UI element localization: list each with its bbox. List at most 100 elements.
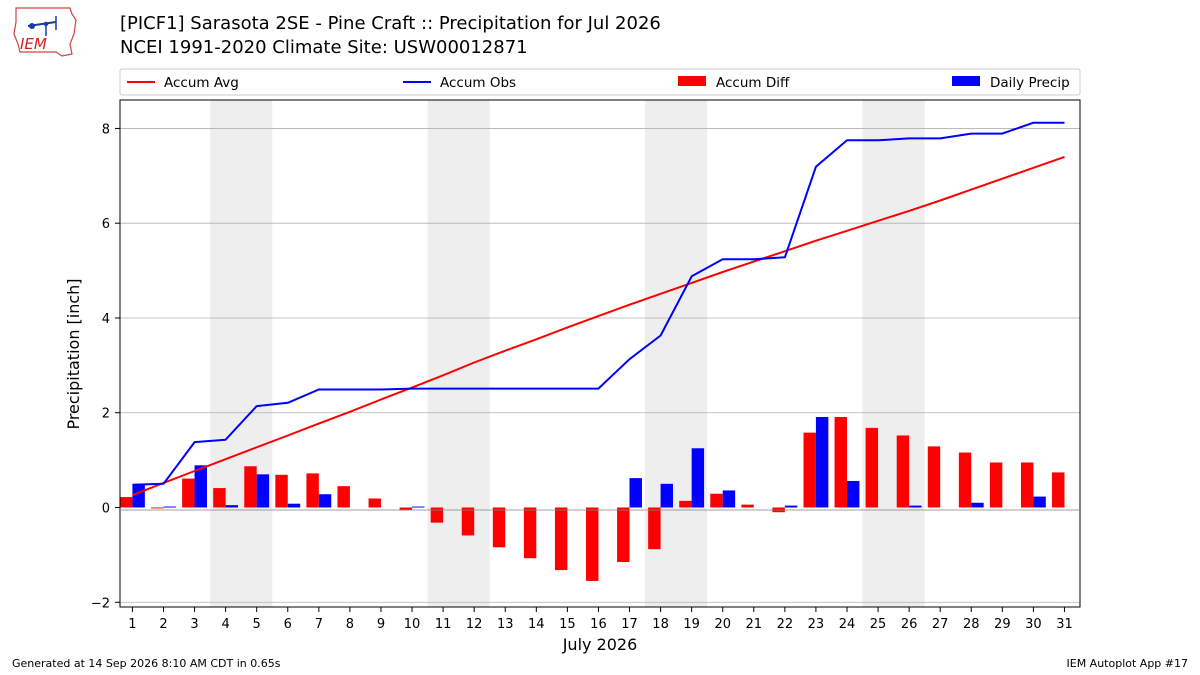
bar-accum-diff bbox=[492, 507, 506, 548]
x-tick-label: 8 bbox=[346, 617, 354, 632]
legend: Accum Avg Accum Obs Accum Diff Daily Pre… bbox=[119, 68, 1081, 96]
legend-label-accum-obs: Accum Obs bbox=[440, 75, 516, 91]
bar-accum-diff bbox=[461, 507, 475, 536]
y-axis-label: Precipitation [inch] bbox=[64, 278, 83, 429]
y-tick-label: 2 bbox=[102, 407, 110, 422]
y-tick-label: 0 bbox=[102, 501, 110, 516]
y-tick-label: 4 bbox=[102, 312, 110, 327]
x-tick-label: 23 bbox=[808, 617, 825, 632]
bar-daily-precip bbox=[815, 416, 829, 508]
bar-daily-precip bbox=[691, 448, 705, 508]
weekend-shade-4 bbox=[862, 100, 925, 607]
x-tick-label: 17 bbox=[621, 617, 638, 632]
bar-daily-precip bbox=[163, 506, 176, 508]
x-tick-label: 22 bbox=[777, 617, 794, 632]
line-accum-obs bbox=[132, 121, 1065, 486]
bar-accum-diff bbox=[306, 473, 319, 508]
legend-label-daily-precip: Daily Precip bbox=[990, 75, 1070, 91]
bar-accum-diff bbox=[927, 446, 941, 508]
x-axis-label: July 2026 bbox=[562, 635, 638, 654]
x-tick-label: 12 bbox=[466, 617, 483, 632]
bar-daily-precip bbox=[1033, 496, 1046, 508]
bar-daily-precip bbox=[660, 483, 674, 508]
x-tick-label: 24 bbox=[839, 617, 856, 632]
bar-daily-precip bbox=[846, 480, 860, 508]
bar-accum-diff bbox=[337, 486, 350, 508]
x-tick-label: 9 bbox=[377, 617, 385, 632]
bar-accum-diff bbox=[741, 504, 754, 508]
plot-frame bbox=[119, 99, 1081, 608]
bar-accum-diff bbox=[710, 493, 723, 508]
bar-daily-precip bbox=[225, 505, 239, 508]
bar-accum-diff bbox=[958, 452, 972, 508]
bar-accum-diff bbox=[151, 507, 164, 509]
x-tick-label: 2 bbox=[159, 617, 167, 632]
bar-accum-diff bbox=[679, 500, 692, 508]
x-tick-label: 21 bbox=[746, 617, 763, 632]
x-tick-label: 7 bbox=[315, 617, 323, 632]
bar-accum-diff bbox=[896, 435, 910, 508]
line-accum-avg bbox=[132, 155, 1065, 497]
x-tick-label: 29 bbox=[994, 617, 1011, 632]
bar-accum-diff bbox=[554, 507, 568, 571]
bar-accum-diff bbox=[1052, 472, 1065, 508]
x-tick-label: 5 bbox=[253, 617, 261, 632]
x-tick-label: 10 bbox=[404, 617, 421, 632]
bar-accum-diff bbox=[120, 497, 133, 508]
bar-daily-precip bbox=[256, 474, 270, 508]
legend-label-accum-avg: Accum Avg bbox=[164, 75, 239, 91]
y-tick-label: −2 bbox=[91, 596, 110, 611]
bar-daily-precip bbox=[784, 505, 798, 508]
bar-accum-diff bbox=[368, 498, 381, 508]
x-tick-label: 28 bbox=[963, 617, 980, 632]
iem-logo: IEM bbox=[6, 4, 80, 60]
bar-daily-precip bbox=[722, 490, 736, 508]
y-tick-label: 6 bbox=[102, 217, 110, 232]
generated-timestamp: Generated at 14 Sep 2026 8:10 AM CDT in … bbox=[12, 657, 281, 670]
x-tick-label: 14 bbox=[528, 617, 545, 632]
x-tick-label: 25 bbox=[870, 617, 887, 632]
x-tick-label: 27 bbox=[932, 617, 949, 632]
bar-accum-diff bbox=[275, 474, 288, 508]
weekend-shade-1 bbox=[210, 100, 273, 607]
x-tick-label: 13 bbox=[497, 617, 514, 632]
bar-accum-diff bbox=[617, 507, 630, 562]
bar-accum-diff bbox=[989, 462, 1003, 508]
bar-daily-precip bbox=[318, 494, 332, 508]
bar-accum-diff bbox=[586, 507, 599, 581]
bar-daily-precip bbox=[132, 484, 145, 508]
x-tick-label: 26 bbox=[901, 617, 918, 632]
bar-daily-precip bbox=[412, 506, 425, 508]
y-tick-label: 8 bbox=[102, 122, 110, 137]
x-tick-label: 1 bbox=[128, 617, 136, 632]
x-tick-label: 20 bbox=[714, 617, 731, 632]
autoplot-app-label: IEM Autoplot App #17 bbox=[1066, 657, 1189, 670]
bar-accum-diff bbox=[834, 416, 847, 508]
bar-daily-precip bbox=[194, 465, 207, 508]
chart-subtitle: NCEI 1991-2020 Climate Site: USW00012871 bbox=[120, 37, 528, 58]
bar-accum-diff bbox=[803, 432, 816, 508]
bar-accum-diff bbox=[648, 507, 661, 550]
bar-accum-diff bbox=[523, 507, 537, 559]
x-tick-label: 31 bbox=[1056, 617, 1073, 632]
bar-daily-precip bbox=[909, 505, 922, 508]
x-tick-label: 30 bbox=[1025, 617, 1042, 632]
x-tick-label: 11 bbox=[435, 617, 452, 632]
legend-swatch-daily-precip bbox=[952, 76, 980, 86]
bar-accum-diff bbox=[182, 478, 195, 508]
legend-box bbox=[119, 68, 1081, 96]
x-tick-label: 15 bbox=[559, 617, 576, 632]
weekend-shade-2 bbox=[427, 100, 490, 607]
x-tick-label: 19 bbox=[683, 617, 700, 632]
bar-accum-diff bbox=[399, 507, 413, 511]
bar-accum-diff bbox=[244, 466, 257, 508]
legend-swatch-accum-diff bbox=[678, 76, 706, 86]
x-tick-label: 16 bbox=[590, 617, 607, 632]
x-tick-label: 4 bbox=[221, 617, 229, 632]
bar-daily-precip bbox=[287, 503, 301, 508]
x-tick-label: 6 bbox=[284, 617, 292, 632]
bar-accum-diff bbox=[430, 507, 444, 523]
bar-daily-precip bbox=[629, 478, 642, 508]
bar-accum-diff bbox=[213, 488, 226, 508]
